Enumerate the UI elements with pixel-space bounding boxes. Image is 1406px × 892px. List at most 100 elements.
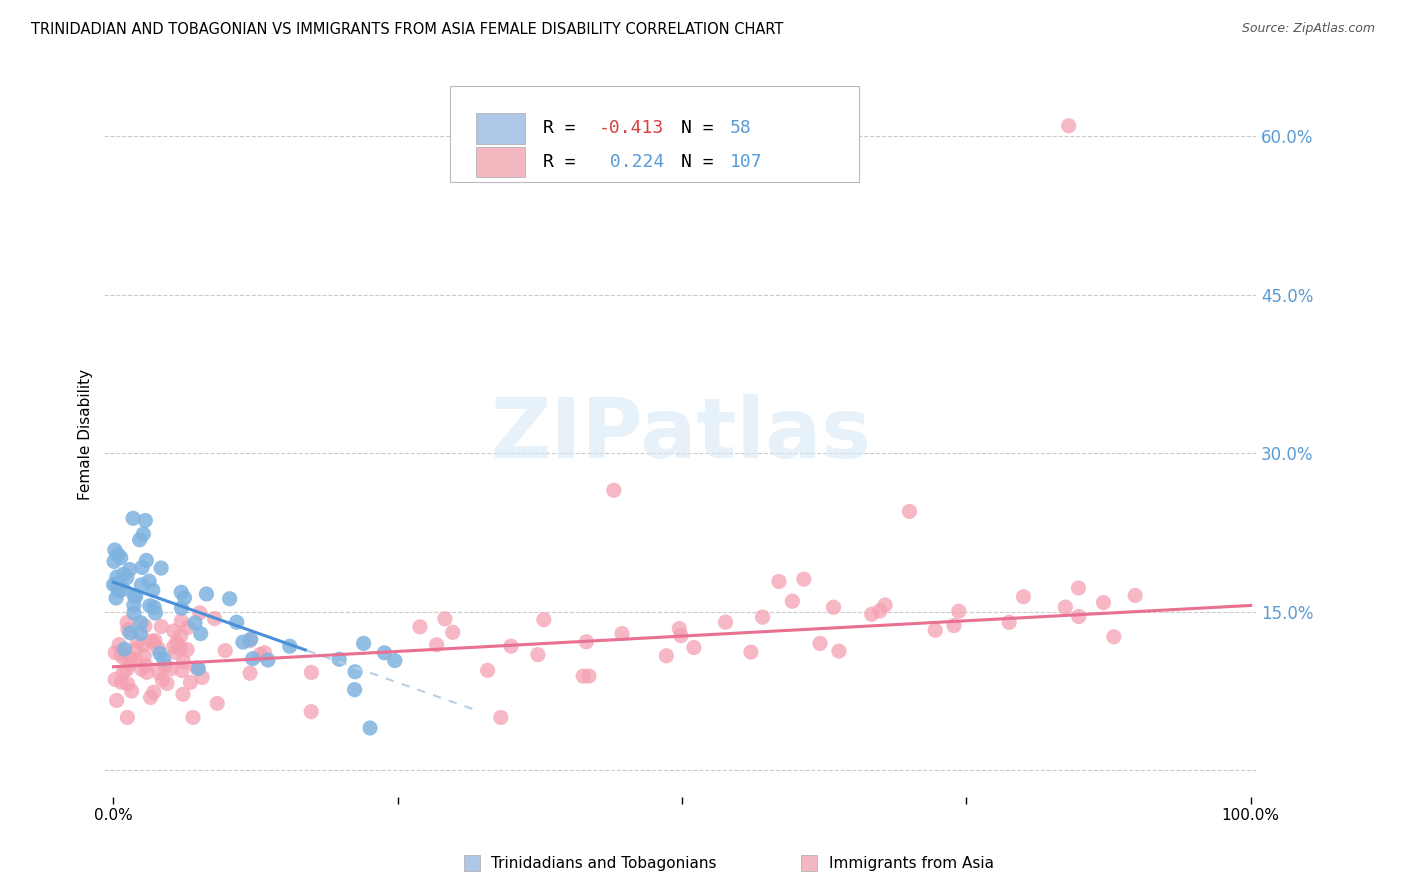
Point bbox=[120, 657, 142, 671]
Point bbox=[714, 615, 737, 629]
Point bbox=[668, 622, 690, 636]
Text: -0.413: -0.413 bbox=[599, 120, 664, 137]
Point bbox=[683, 640, 706, 655]
Point bbox=[578, 669, 600, 683]
Point bbox=[105, 693, 128, 707]
Point bbox=[278, 640, 301, 654]
Point bbox=[409, 620, 432, 634]
Point bbox=[869, 604, 891, 618]
Point bbox=[1092, 596, 1115, 610]
Text: 58: 58 bbox=[730, 120, 752, 137]
Point bbox=[239, 666, 262, 681]
Point bbox=[139, 634, 162, 648]
Point bbox=[898, 504, 921, 518]
Point bbox=[132, 527, 155, 541]
Point bbox=[186, 661, 208, 675]
Point bbox=[142, 635, 165, 649]
Point bbox=[160, 662, 183, 676]
Point bbox=[104, 673, 127, 687]
Point bbox=[117, 677, 139, 691]
Text: 107: 107 bbox=[730, 153, 762, 171]
Point bbox=[239, 632, 262, 647]
Point bbox=[441, 625, 464, 640]
Point bbox=[166, 635, 188, 649]
Point bbox=[384, 654, 406, 668]
Point bbox=[793, 572, 815, 586]
Point bbox=[253, 646, 276, 660]
Point bbox=[150, 619, 173, 633]
Point bbox=[242, 651, 264, 665]
Point bbox=[655, 648, 678, 663]
Point bbox=[131, 560, 153, 574]
Point bbox=[155, 659, 177, 673]
Point bbox=[187, 662, 209, 676]
Point bbox=[214, 643, 236, 657]
Point bbox=[148, 641, 170, 656]
Point bbox=[170, 614, 193, 628]
Point bbox=[124, 652, 146, 666]
Text: R =: R = bbox=[543, 120, 586, 137]
Point bbox=[782, 594, 804, 608]
Point bbox=[328, 652, 350, 666]
Point bbox=[188, 606, 211, 620]
Point bbox=[139, 690, 162, 705]
Point bbox=[499, 639, 522, 653]
Point bbox=[107, 548, 129, 562]
Point bbox=[828, 644, 851, 658]
Point bbox=[117, 710, 139, 724]
Point bbox=[823, 600, 845, 615]
Point bbox=[343, 682, 366, 697]
Point bbox=[138, 574, 160, 589]
Point bbox=[359, 721, 381, 735]
Point bbox=[125, 641, 148, 656]
Point bbox=[232, 635, 254, 649]
Point bbox=[169, 641, 191, 656]
Point bbox=[117, 623, 139, 637]
Point bbox=[143, 600, 166, 615]
Point bbox=[163, 640, 186, 654]
Point bbox=[121, 684, 143, 698]
Point bbox=[105, 591, 128, 605]
Point bbox=[118, 563, 141, 577]
Point bbox=[257, 653, 280, 667]
Point bbox=[134, 619, 156, 633]
Point bbox=[948, 604, 970, 618]
Point bbox=[218, 591, 240, 606]
Point bbox=[139, 599, 162, 613]
Text: N =: N = bbox=[682, 153, 725, 171]
Point bbox=[128, 533, 150, 547]
Point bbox=[131, 578, 153, 592]
Point bbox=[134, 648, 156, 663]
Point bbox=[181, 710, 204, 724]
Text: Source: ZipAtlas.com: Source: ZipAtlas.com bbox=[1241, 22, 1375, 36]
Point bbox=[110, 550, 132, 565]
Point bbox=[142, 685, 165, 699]
Point bbox=[669, 629, 692, 643]
Point bbox=[860, 607, 883, 622]
Point bbox=[110, 647, 132, 661]
Text: ZIPatlas: ZIPatlas bbox=[489, 394, 870, 475]
Point bbox=[373, 646, 395, 660]
Point bbox=[108, 638, 131, 652]
Point bbox=[170, 601, 193, 615]
Point bbox=[610, 626, 633, 640]
Point bbox=[173, 591, 195, 605]
Point bbox=[1102, 630, 1125, 644]
Point bbox=[172, 664, 194, 678]
Point bbox=[135, 553, 157, 567]
Point bbox=[149, 647, 172, 661]
Point bbox=[103, 554, 125, 568]
Point bbox=[112, 642, 135, 657]
Point bbox=[527, 648, 550, 662]
Point bbox=[135, 658, 157, 673]
Point bbox=[190, 626, 212, 640]
Text: TRINIDADIAN AND TOBAGONIAN VS IMMIGRANTS FROM ASIA FEMALE DISABILITY CORRELATION: TRINIDADIAN AND TOBAGONIAN VS IMMIGRANTS… bbox=[31, 22, 783, 37]
Point bbox=[875, 598, 897, 612]
Point bbox=[572, 669, 595, 683]
Text: R =: R = bbox=[543, 153, 586, 171]
Point bbox=[104, 543, 127, 558]
Point bbox=[148, 665, 170, 680]
Point bbox=[533, 613, 555, 627]
Point bbox=[191, 670, 214, 684]
Point bbox=[112, 567, 135, 582]
